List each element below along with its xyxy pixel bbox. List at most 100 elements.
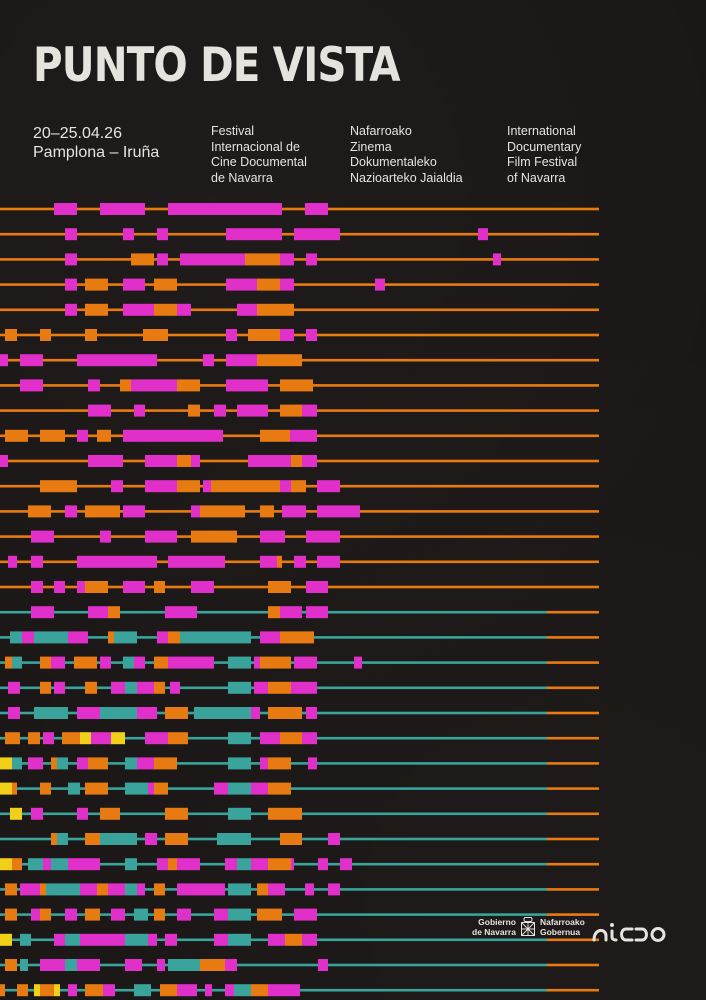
timeline-segment <box>191 505 200 518</box>
timeline-segment <box>40 429 65 442</box>
timeline-segment <box>20 354 43 367</box>
timeline-row <box>0 681 599 694</box>
timeline-segment <box>306 530 340 543</box>
timeline-segment <box>302 455 317 467</box>
timeline-segment <box>228 732 251 745</box>
timeline-segment <box>305 203 328 215</box>
timeline-segment <box>291 480 306 493</box>
timeline-segment <box>257 354 302 367</box>
timeline-segment <box>123 228 134 241</box>
timeline-line <box>0 283 599 286</box>
gov-line: Gobernua <box>539 927 581 937</box>
timeline-segment <box>168 656 214 669</box>
timeline-segment <box>228 908 251 921</box>
timeline-segment <box>154 681 165 694</box>
timeline-segment <box>228 782 251 795</box>
timeline-segment <box>125 933 148 946</box>
timeline-segment <box>100 203 145 215</box>
timeline-segment <box>268 883 285 896</box>
timeline-segment <box>54 203 77 215</box>
timeline-segment <box>177 908 191 921</box>
timeline-segment <box>282 505 306 518</box>
timeline-segment <box>251 984 268 997</box>
timeline-row <box>0 631 599 644</box>
timeline-segment <box>57 757 68 770</box>
timeline-segment <box>17 984 28 997</box>
timeline-segment <box>268 858 291 871</box>
timeline-segment <box>177 883 225 896</box>
timeline-segment <box>237 858 251 871</box>
timeline-segment <box>65 505 77 518</box>
timeline-row <box>0 404 599 417</box>
timeline-row <box>0 303 599 316</box>
timeline-segment <box>217 833 251 845</box>
timeline-segment <box>85 581 108 593</box>
timeline-segment <box>200 429 223 442</box>
timeline-segment <box>168 631 180 644</box>
timeline-segment <box>65 253 77 266</box>
timeline-segment <box>294 908 317 921</box>
timeline-segment <box>145 833 157 845</box>
timeline-segment <box>143 329 168 341</box>
timeline-segment <box>0 782 12 795</box>
navarra-coat-of-arms-icon <box>520 917 535 936</box>
timeline-line <box>0 308 599 312</box>
timeline-segment <box>134 404 145 417</box>
timeline-segment <box>5 883 17 896</box>
timeline-segment <box>85 833 100 845</box>
timeline-segment <box>251 707 260 719</box>
timeline-row <box>0 933 599 946</box>
timeline-segment <box>228 656 251 669</box>
timeline-segment <box>8 681 20 694</box>
timeline-segment <box>43 732 54 745</box>
timeline-segment <box>68 984 77 997</box>
timeline-segment <box>157 959 165 971</box>
timeline-segment <box>318 858 328 871</box>
timeline-segment <box>134 656 145 669</box>
timeline-segment <box>51 833 57 845</box>
timeline-segment <box>65 228 77 241</box>
timeline-segment <box>234 984 251 997</box>
timeline-segment <box>31 606 54 619</box>
timeline-segment <box>291 681 317 694</box>
timeline-segment <box>168 959 200 971</box>
timeline-row <box>0 480 599 493</box>
timeline-segment <box>97 429 111 442</box>
timeline-segment <box>40 959 65 971</box>
timeline-segment <box>0 858 12 871</box>
timeline-row <box>0 883 599 896</box>
timeline-segment <box>65 278 77 291</box>
timeline-segment <box>168 858 177 871</box>
timeline-segment <box>28 858 43 871</box>
timeline-segment <box>134 908 148 921</box>
timeline-segment <box>154 303 177 316</box>
timeline-segment <box>85 908 100 921</box>
timeline-segment <box>85 303 108 316</box>
timeline-segment <box>228 757 251 770</box>
timeline-segment <box>34 631 68 644</box>
timeline-segment <box>154 581 165 593</box>
timeline-segment <box>54 984 60 997</box>
timeline-line-end <box>547 636 599 639</box>
timeline-segment <box>0 455 8 467</box>
timeline-row <box>0 278 599 291</box>
timeline-line-end <box>547 888 599 891</box>
timeline-segment <box>228 883 251 896</box>
gov-line: Nafarroako <box>539 917 585 927</box>
timeline-segment <box>88 404 111 417</box>
timeline-row <box>0 782 599 795</box>
timeline-line-end <box>547 711 599 715</box>
timeline-segment <box>125 782 148 795</box>
timeline-segment <box>137 681 154 694</box>
timeline-line-end <box>547 988 599 992</box>
description-line: Nafarroako <box>350 124 412 138</box>
timeline-segment <box>28 732 40 745</box>
timeline-segment <box>177 984 197 997</box>
timeline-segment <box>114 631 137 644</box>
timeline-segment <box>62 732 80 745</box>
timeline-segment <box>77 807 88 820</box>
timeline-segment <box>306 707 317 719</box>
timeline-line-end <box>547 812 599 816</box>
timeline-segment <box>260 631 280 644</box>
timeline-segment <box>12 782 17 795</box>
